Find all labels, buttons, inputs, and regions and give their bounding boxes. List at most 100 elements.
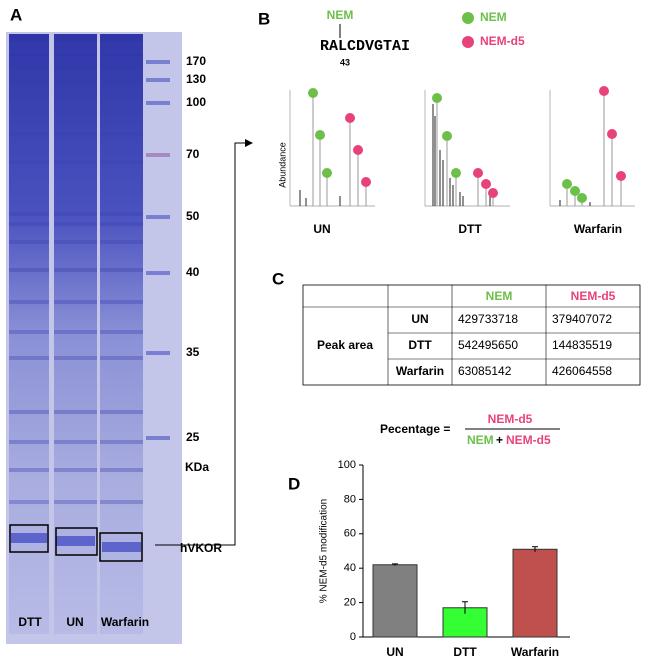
table-cell: 429733718 [458, 312, 518, 326]
gel-band [100, 440, 143, 444]
row-label: DTT [408, 338, 432, 352]
y-tick-label: 80 [344, 493, 356, 505]
gel-band [54, 42, 97, 47]
axis-label: % NEM-d5 modification [319, 499, 330, 603]
axis-label: Abundance [277, 142, 287, 188]
lane-label: Warfarin [101, 615, 149, 629]
gel-band [100, 410, 143, 414]
band-label: hVKOR [180, 541, 222, 555]
formula-term: NEM-d5 [506, 433, 551, 447]
y-tick-label: 60 [344, 528, 356, 540]
gel-band [54, 240, 97, 244]
gel-band [54, 88, 97, 93]
arrow [155, 139, 253, 546]
gel-band [9, 88, 49, 93]
table-cell: 426064558 [552, 364, 612, 378]
y-tick-label: 100 [338, 459, 356, 471]
table-cell: 542495650 [458, 338, 518, 352]
gel-band [9, 222, 49, 226]
nem-d5-peak [361, 177, 371, 187]
gel-band [100, 240, 143, 244]
row-label: UN [411, 312, 428, 326]
legend-dot [462, 12, 474, 24]
gel-band [54, 440, 97, 444]
spectrum-label: UN [313, 222, 330, 236]
gel-band [9, 410, 49, 414]
formula-numerator: NEM-d5 [488, 412, 533, 426]
marker-band [146, 215, 170, 219]
gel-band [100, 212, 143, 216]
marker-label: 40 [186, 265, 200, 279]
gel-band [100, 300, 143, 304]
panel-label: D [288, 474, 300, 493]
panel-label: C [272, 269, 284, 288]
marker-label: 50 [186, 209, 200, 223]
lane-label: UN [66, 615, 83, 629]
nem-d5-peak [345, 113, 355, 123]
gel-band [9, 110, 49, 115]
nem-d5-peak [481, 179, 491, 189]
gel-band [9, 70, 49, 75]
nem-peak [570, 186, 580, 196]
column-header: NEM-d5 [571, 289, 616, 303]
gel-band [54, 110, 97, 115]
table-cell: 63085142 [458, 364, 512, 378]
marker-label: 100 [186, 95, 206, 109]
unit-label: KDa [185, 460, 209, 474]
bar-chart: 0 20 40 60 80 100 UN DTT Warfarin [338, 459, 570, 659]
nem-peak [315, 130, 325, 140]
gel-band [9, 48, 49, 53]
nem-peak [562, 179, 572, 189]
nem-d5-peak [599, 86, 609, 96]
gel-band [100, 160, 143, 164]
position: 43 [340, 57, 350, 67]
marker-band [146, 271, 170, 275]
nem-peak [451, 168, 461, 178]
y-tick-label: 0 [350, 631, 356, 643]
legend-label: NEM [480, 10, 507, 24]
gel-band [9, 500, 49, 504]
legend-label: NEM-d5 [480, 34, 525, 48]
nem-peak [442, 131, 452, 141]
band-box [9, 524, 49, 553]
gel-band [54, 132, 97, 136]
marker-label: 25 [186, 430, 200, 444]
spectrum-label: Warfarin [574, 222, 622, 236]
y-tick-label: 20 [344, 597, 356, 609]
table-cell: 379407072 [552, 312, 612, 326]
gel-band [9, 56, 49, 61]
marker-label: 130 [186, 72, 206, 86]
gel-band [9, 356, 49, 360]
lane [100, 34, 143, 634]
gel-band [100, 110, 143, 115]
gel-band [100, 88, 143, 93]
gel-band [9, 300, 49, 304]
target-band [56, 536, 95, 546]
gel-band [54, 222, 97, 226]
row-group: Peak area [317, 338, 373, 352]
bar [512, 548, 558, 638]
modifier: NEM [327, 8, 354, 22]
gel-band [54, 56, 97, 61]
gel-band [100, 48, 143, 53]
gel-band [54, 330, 97, 334]
x-tick-label: Warfarin [511, 645, 559, 659]
x-tick-label: UN [386, 645, 403, 659]
lane [54, 34, 97, 634]
marker-band [146, 60, 170, 64]
y-tick-label: 40 [344, 562, 356, 574]
marker-label: 35 [186, 345, 200, 359]
gel-band [54, 48, 97, 53]
gel-band [9, 132, 49, 136]
gel-band [100, 500, 143, 504]
nem-d5-peak [473, 168, 483, 178]
nem-d5-peak [353, 145, 363, 155]
gel-band [100, 268, 143, 272]
gel-band [54, 268, 97, 272]
marker-band [146, 436, 170, 440]
gel-band [9, 240, 49, 244]
lane-label: DTT [18, 615, 42, 629]
bar [442, 607, 488, 638]
gel-band [100, 356, 143, 360]
